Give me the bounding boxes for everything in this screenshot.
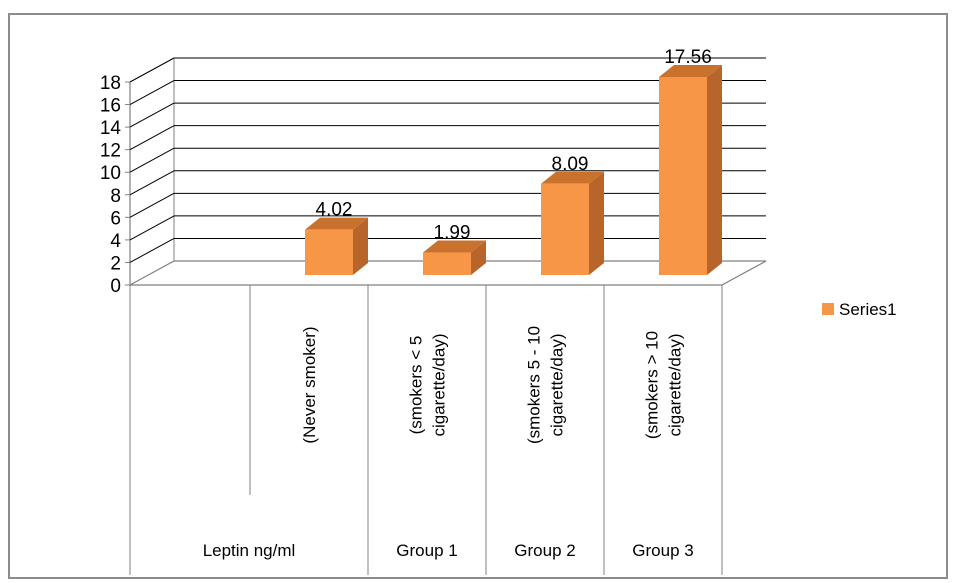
bar-side: [589, 171, 604, 275]
y-tick-label: 12: [100, 141, 121, 162]
data-label: 1.99: [434, 223, 471, 244]
category-inner-label-line: (smokers < 5: [407, 336, 426, 435]
category-table: (Never smoker) (smokers < 5 cigarette/day)…: [129, 285, 723, 575]
category-inner-label: (smokers 5 - 10 cigarette/day): [525, 326, 567, 444]
legend-label-series1: Series1: [839, 300, 897, 319]
data-label: 17.56: [664, 47, 712, 68]
bar-side: [707, 64, 722, 275]
y-tick-label: 18: [100, 73, 121, 94]
category-inner-label-line: cigarette/day): [430, 334, 449, 437]
gridline-diag: [129, 215, 175, 241]
bar: [659, 64, 722, 275]
category-inner-label: (Never smoker): [300, 326, 319, 443]
gridline-diag: [129, 80, 175, 105]
bar-top: [541, 171, 604, 184]
category-inner-label-line: (Never smoker): [300, 326, 319, 443]
category-inner-label-line: cigarette/day): [666, 334, 685, 437]
gridline-diag: [129, 102, 175, 128]
bar-top: [305, 217, 368, 230]
bar-side: [471, 240, 486, 275]
category-inner-label-line: cigarette/day): [548, 334, 567, 437]
bar-front: [659, 76, 707, 275]
bar-top: [659, 64, 722, 77]
y-tick-label: 16: [100, 96, 121, 117]
bar: [305, 217, 368, 275]
category-inner-label-line: (smokers 5 - 10: [525, 326, 544, 444]
category-inner-label: (smokers < 5 cigarette/day): [407, 334, 449, 437]
gridline-diag: [129, 192, 175, 218]
bar-top: [423, 240, 486, 253]
gridline-diag: [129, 57, 175, 83]
gridline-diag: [129, 125, 175, 151]
y-tick-label: 6: [110, 208, 121, 229]
gridline-diag: [129, 170, 175, 196]
legend: Series1: [822, 300, 897, 319]
legend-swatch-series1: [822, 303, 834, 315]
category-outer-label: Group 1: [396, 541, 457, 560]
bar-front: [423, 252, 471, 275]
data-label: 4.02: [316, 200, 353, 221]
y-tick-label: 2: [110, 253, 121, 274]
gridline-diag: [129, 147, 175, 173]
category-outer-label: Group 3: [632, 541, 693, 560]
bar-front: [305, 229, 353, 275]
category-outer-label: Leptin ng/ml: [203, 541, 296, 560]
bar: [423, 240, 486, 275]
data-label: 8.09: [552, 154, 589, 175]
y-tick-label: 8: [110, 186, 121, 207]
y-tick-label: 10: [100, 163, 121, 184]
gridline-diag: [129, 238, 175, 263]
bars: [305, 64, 722, 275]
floor-outline: [129, 260, 767, 286]
category-inner-label-line: (smokers > 10: [643, 331, 662, 439]
data-labels: 4.02 1.99 8.09 17.56: [316, 47, 712, 244]
y-tick-label: 14: [100, 118, 122, 139]
category-inner-label: (smokers > 10 cigarette/day): [643, 331, 685, 439]
chart-frame: 0 2 4 6 8 10 12 14 16 18 4.02 1.99 8.09 17.56 (Never…: [8, 13, 948, 579]
y-tick-label: 0: [110, 276, 121, 297]
chart-floor: [129, 260, 767, 286]
y-tick-label: 4: [110, 231, 121, 252]
bar: [541, 171, 604, 275]
bar-front: [541, 183, 589, 275]
bar-side: [353, 217, 368, 275]
category-outer-label: Group 2: [514, 541, 575, 560]
